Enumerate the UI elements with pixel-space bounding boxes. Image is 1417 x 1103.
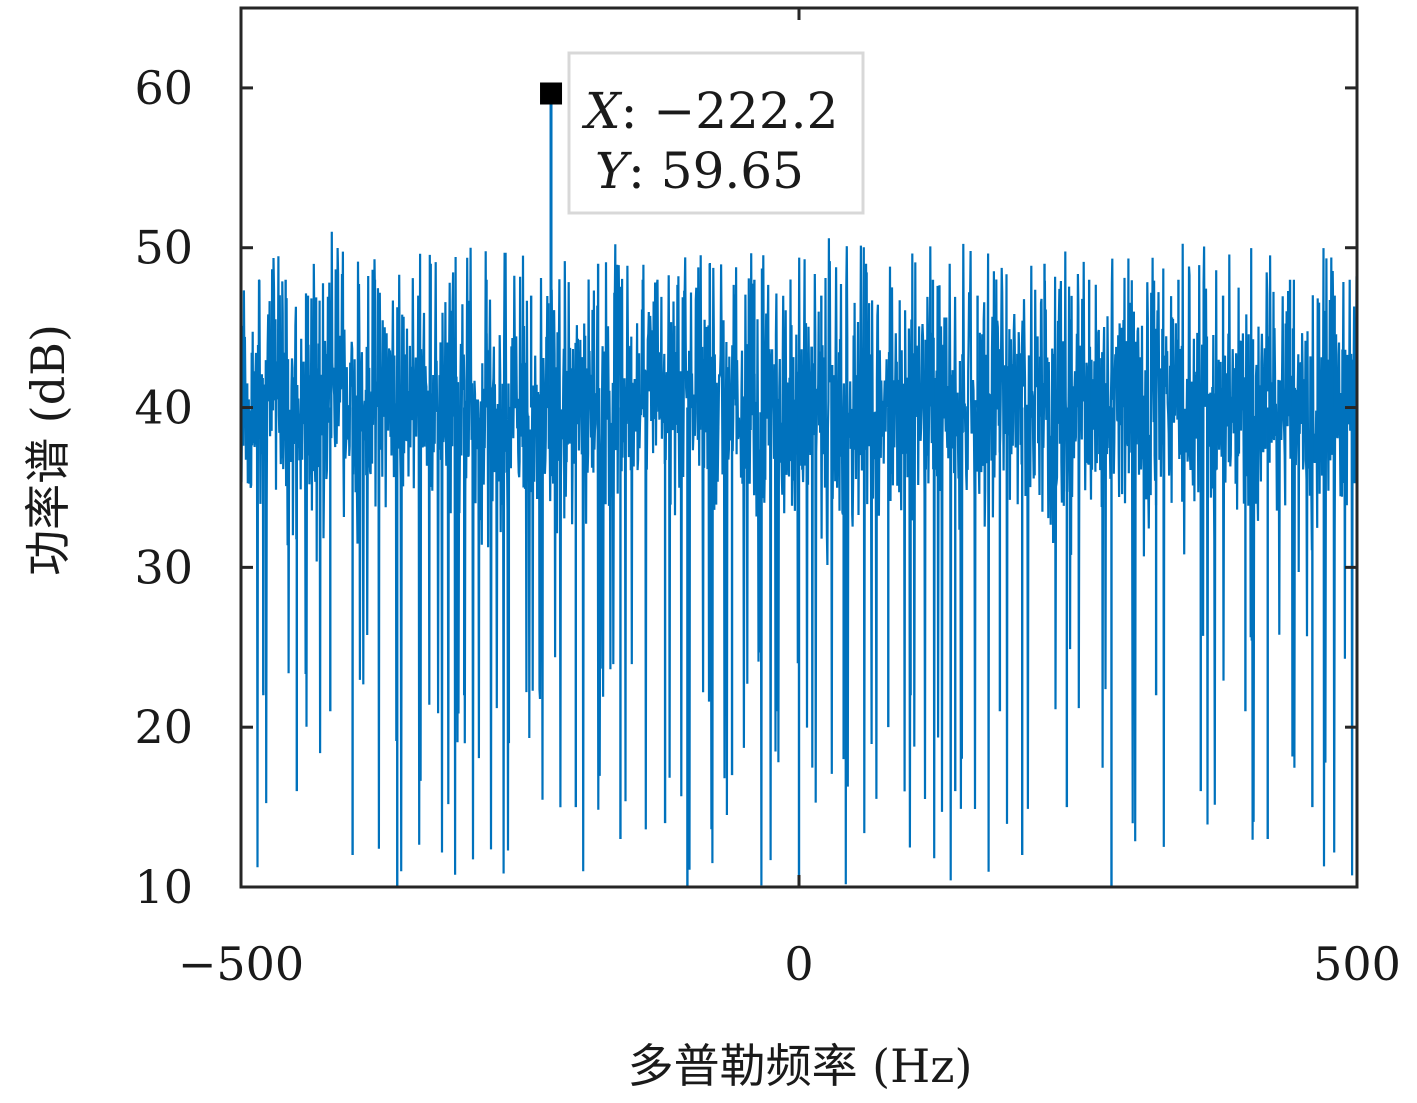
datatip-x-value: : −222.2 xyxy=(621,82,839,140)
x-tick-label: 500 xyxy=(1313,937,1401,991)
axes: −500 0 500 10 20 30 40 50 60 xyxy=(134,6,1401,991)
datatip-y-row: Y: 59.65 xyxy=(595,142,804,200)
y-tick-label: 60 xyxy=(134,61,193,115)
datatip-marker[interactable] xyxy=(540,82,563,105)
y-axis-label: 功率谱 (dB) xyxy=(21,324,75,576)
y-tick-label: 20 xyxy=(134,700,193,754)
plot-area xyxy=(239,93,1359,887)
y-tick-label: 40 xyxy=(134,381,193,435)
datatip-y-value: : 59.65 xyxy=(628,142,804,200)
datatip-y-key: Y xyxy=(595,142,632,200)
datatip-x-row: X: −222.2 xyxy=(581,82,838,140)
y-tick-label: 10 xyxy=(134,860,193,914)
x-tick-label: 0 xyxy=(784,937,813,991)
y-tick-label: 30 xyxy=(134,540,193,594)
y-tick-label: 50 xyxy=(134,221,193,275)
x-axis-label: 多普勒频率 (Hz) xyxy=(628,1039,973,1093)
datatip-box xyxy=(567,51,865,215)
datatip-x-key: X xyxy=(581,82,623,140)
datatip[interactable]: X: −222.2 Y: 59.65 xyxy=(540,51,865,215)
noise-trace xyxy=(239,231,1359,886)
x-tick-label: −500 xyxy=(178,937,304,991)
